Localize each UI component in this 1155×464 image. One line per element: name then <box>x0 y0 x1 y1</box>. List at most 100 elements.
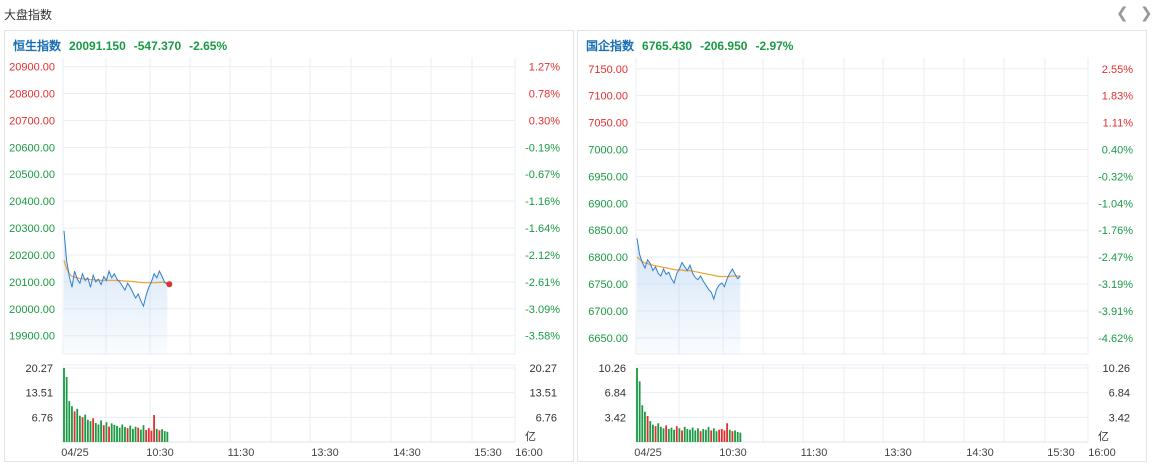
volume-bar <box>161 429 163 442</box>
volume-tick-label-right: 20.27 <box>529 363 557 375</box>
x-tick-label: 15:30 <box>1047 447 1075 459</box>
price-line <box>63 230 168 308</box>
volume-bar <box>646 416 649 442</box>
price-area <box>64 230 168 354</box>
volume-bar <box>683 426 686 442</box>
pct-tick-label: -1.76% <box>1098 225 1133 237</box>
volume-bar <box>694 430 697 442</box>
volume-bar <box>636 368 638 442</box>
volume-tick-label-right: 6.84 <box>1109 388 1130 400</box>
volume-bar <box>667 429 670 442</box>
volume-bar <box>92 418 95 442</box>
pct-tick-label: -0.19% <box>525 142 560 154</box>
volume-bar <box>697 428 699 442</box>
volume-tick-label-right: 6.76 <box>536 412 557 424</box>
volume-bar <box>147 428 150 442</box>
last-price-dot <box>166 281 173 288</box>
y-tick-label: 20500.00 <box>9 169 55 181</box>
volume-bar <box>689 429 691 442</box>
volume-tick-label-right: 10.26 <box>1102 363 1130 375</box>
y-tick-label: 6750.00 <box>588 279 628 291</box>
volume-tick-label: 6.76 <box>32 412 53 424</box>
volume-bar <box>691 427 694 442</box>
top-bar: 大盘指数 ❮ ❯ <box>0 0 1155 28</box>
volume-tick-label: 10.26 <box>598 363 626 375</box>
pct-tick-label: -3.09% <box>525 304 560 316</box>
x-tick-label: 04/25 <box>634 447 662 459</box>
pct-tick-label: 0.40% <box>1102 144 1133 156</box>
volume-bar <box>110 423 113 442</box>
x-tick-label: 16:00 <box>1088 447 1116 459</box>
volume-unit-label: 亿 <box>1098 430 1109 443</box>
volume-bar <box>654 426 657 442</box>
y-tick-label: 7150.00 <box>588 64 628 76</box>
prev-arrow-icon[interactable]: ❮ <box>1116 5 1129 22</box>
volume-bar <box>86 419 89 442</box>
index-name[interactable]: 恒生指数 <box>13 39 62 53</box>
pct-tick-label: -2.12% <box>525 250 560 262</box>
volume-bar <box>100 420 102 442</box>
volume-bar <box>76 408 79 442</box>
volume-bar <box>723 430 726 442</box>
x-tick-label: 11:30 <box>228 447 255 459</box>
volume-bar <box>710 430 713 442</box>
next-arrow-icon[interactable]: ❯ <box>1140 5 1153 22</box>
volume-bar <box>644 411 646 442</box>
volume-bar <box>638 381 641 442</box>
y-tick-label: 20000.00 <box>9 304 55 316</box>
y-tick-label: 6700.00 <box>588 306 628 318</box>
volume-tick-label: 20.27 <box>25 363 53 375</box>
pct-tick-label: 1.11% <box>1103 118 1134 130</box>
volume-tick-label-right: 3.42 <box>1109 412 1130 424</box>
x-tick-label: 14:30 <box>966 447 994 459</box>
intraday-chart: 20900.00 1.27% 20800.00 0.78% 20700.00 0.30% 2… <box>9 58 560 459</box>
y-tick-label: 6900.00 <box>588 198 628 210</box>
y-tick-label: 20700.00 <box>9 115 55 127</box>
pct-tick-label: -3.91% <box>1098 306 1133 318</box>
index-name[interactable]: 国企指数 <box>586 39 635 53</box>
y-tick-label: 20200.00 <box>9 250 55 262</box>
intraday-chart: 7150.00 2.55% 7100.00 1.83% 7050.00 1.11% 7000… <box>588 58 1134 459</box>
volume-bar <box>728 429 731 442</box>
index-change: -206.950 <box>700 39 748 53</box>
volume-bar <box>712 428 715 442</box>
volume-bar <box>63 368 65 442</box>
volume-bar <box>118 427 121 442</box>
volume-bar <box>659 426 662 442</box>
y-tick-label: 6950.00 <box>588 171 628 183</box>
y-tick-label: 6800.00 <box>588 252 628 264</box>
index-change-pct: -2.65% <box>189 39 228 53</box>
volume-bar <box>68 401 71 442</box>
volume-bar <box>641 405 644 442</box>
y-tick-label: 20800.00 <box>9 89 55 101</box>
price-line <box>636 238 741 301</box>
volume-bar <box>705 429 707 442</box>
volume-bar <box>79 415 81 442</box>
volume-bar <box>726 423 728 442</box>
volume-bar <box>675 426 678 442</box>
y-tick-label: 7000.00 <box>588 144 628 156</box>
y-tick-label: 20400.00 <box>9 196 55 208</box>
volume-bar <box>153 414 155 442</box>
volume-bar <box>65 377 68 442</box>
pct-tick-label: 1.83% <box>1102 91 1133 103</box>
volume-bar <box>681 430 683 442</box>
volume-bar <box>126 428 129 442</box>
x-tick-label: 13:30 <box>311 447 339 459</box>
volume-bar <box>163 431 166 442</box>
y-tick-label: 7050.00 <box>588 118 628 130</box>
price-area <box>637 238 741 354</box>
volume-tick-label-right: 13.51 <box>529 388 557 400</box>
volume-bar <box>158 430 161 442</box>
index-change: -547.370 <box>133 39 182 53</box>
x-tick-label: 16:00 <box>515 447 543 459</box>
volume-unit-label: 亿 <box>525 430 536 443</box>
volume-bar <box>105 422 108 442</box>
section-title: 大盘指数 <box>4 8 53 22</box>
pct-tick-label: 1.27% <box>529 62 560 74</box>
volume-bar <box>129 425 132 442</box>
volume-bar <box>699 431 702 442</box>
volume-tick-label: 6.84 <box>605 388 626 400</box>
x-tick-label: 10:30 <box>146 447 174 459</box>
volume-bar <box>155 428 158 442</box>
